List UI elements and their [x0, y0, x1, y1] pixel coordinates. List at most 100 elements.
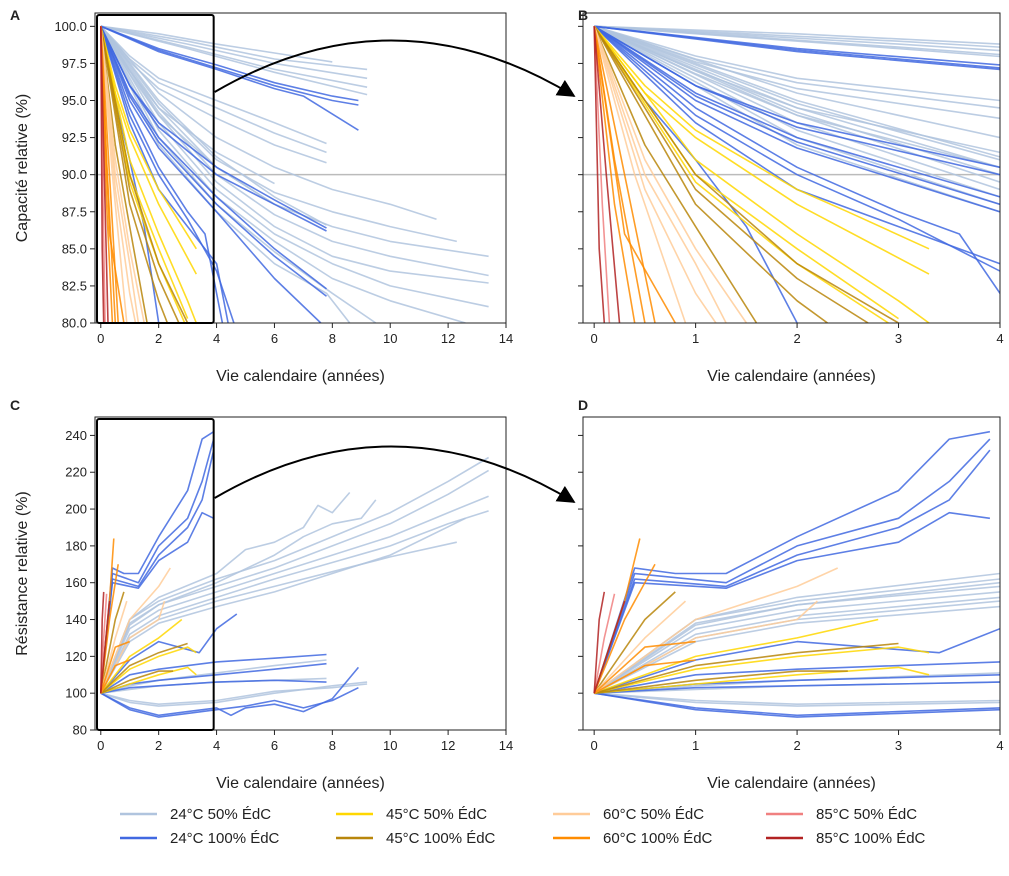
x-axis-label: Vie calendaire (années): [216, 775, 385, 792]
series-line: [100, 26, 169, 323]
series-line: [594, 646, 930, 694]
legend-label: 24°C 100% ÉdC: [170, 830, 280, 847]
series-line: [100, 25, 327, 297]
series-line: [100, 517, 466, 694]
series-line: [593, 511, 991, 694]
zoom-arrow: [214, 39, 576, 97]
series-line: [593, 25, 1000, 161]
series-line: [100, 613, 238, 694]
series-line: [593, 591, 606, 694]
series-line: [593, 438, 991, 694]
series-line: [593, 563, 656, 694]
panel-c: 0 2 4 6 8 10 12 14 80 100 120 140 160 180 200 220 240 Vie…: [14, 416, 576, 792]
series-line: [100, 25, 368, 96]
plot-frame: [94, 12, 507, 324]
y-tick-label: 100: [65, 686, 87, 701]
series-line: [100, 591, 125, 694]
series-line: [593, 25, 1000, 213]
x-tick-label: 8: [329, 738, 336, 753]
series-line: [593, 25, 1000, 213]
series-line: [100, 681, 368, 707]
y-tick-label: 82.5: [62, 278, 87, 293]
panel-a: 0 2 4 6 8 10 12 14 80.0 82.5 85.0 87.5 90.0 92.5 95.0 9…: [14, 12, 576, 385]
y-tick-label: 140: [65, 612, 87, 627]
series-line: [593, 25, 1000, 102]
series-line: [593, 26, 717, 323]
series-line: [593, 26, 687, 323]
series-line: [593, 26, 621, 323]
y-tick-label: 97.5: [62, 56, 87, 71]
series-line: [100, 25, 327, 145]
series-line: [100, 438, 215, 694]
series-line: [594, 692, 1000, 705]
series-line: [594, 666, 930, 694]
legend-item: 24°C 100% ÉdC: [120, 830, 280, 847]
series-line: [100, 653, 327, 694]
series-line: [593, 578, 1000, 694]
series-line: [100, 666, 360, 717]
series-lines: [583, 25, 1000, 323]
series-line: [593, 25, 758, 323]
series-line: [593, 642, 899, 694]
series-line: [593, 591, 1000, 694]
series-line: [594, 661, 1000, 694]
series-line: [100, 499, 377, 694]
y-axis-label: Résistance relative (%): [14, 491, 31, 656]
series-line: [100, 26, 180, 323]
series-line: [100, 26, 105, 323]
legend: 24°C 50% ÉdC 45°C 50% ÉdC 60°C 50% ÉdC 85°C…: [120, 806, 926, 847]
series-line: [594, 672, 1000, 694]
series-line: [593, 600, 687, 694]
legend-item: 45°C 50% ÉdC: [336, 806, 487, 823]
series-line: [593, 25, 889, 323]
series-line: [593, 25, 1000, 295]
series-line: [593, 449, 991, 694]
series-line: [100, 26, 224, 323]
series-line: [593, 640, 696, 694]
series-line: [100, 26, 322, 323]
x-tick-label: 2: [793, 331, 800, 346]
x-tick-label: 12: [441, 331, 455, 346]
series-line: [593, 25, 1000, 139]
x-tick-label: 4: [996, 331, 1003, 346]
x-tick-label: 10: [383, 331, 397, 346]
series-line: [100, 646, 197, 694]
legend-label: 24°C 50% ÉdC: [170, 806, 271, 823]
legend-item: 24°C 50% ÉdC: [120, 806, 271, 823]
series-line: [593, 25, 930, 323]
x-axis-label: Vie calendaire (années): [707, 368, 876, 385]
series-line: [100, 26, 229, 323]
series-line: [593, 591, 676, 694]
series-line: [100, 25, 351, 323]
x-tick-label: 6: [271, 331, 278, 346]
series-lines: [95, 25, 506, 323]
y-tick-label: 95.0: [62, 93, 87, 108]
y-axis-label: Capacité relative (%): [14, 94, 31, 243]
y-tick-label: 90.0: [62, 167, 87, 182]
series-line: [100, 686, 359, 718]
series-line: [594, 692, 1000, 718]
series-line: [100, 26, 128, 323]
series-line: [593, 572, 1000, 694]
series-line: [593, 25, 1000, 183]
series-line: [594, 25, 1000, 52]
series-line: [593, 25, 1000, 176]
x-tick-label: 3: [895, 738, 902, 753]
y-tick-label: 87.5: [62, 204, 87, 219]
series-line: [593, 26, 636, 323]
x-tick-label: 4: [213, 331, 220, 346]
series-line: [594, 25, 1000, 58]
y-tick-label: 120: [65, 649, 87, 664]
series-line: [100, 26, 189, 323]
plot-frame: [94, 416, 507, 731]
x-tick-label: 4: [996, 738, 1003, 753]
x-tick-label: 2: [793, 738, 800, 753]
series-line: [593, 593, 616, 694]
series-line: [593, 600, 626, 694]
x-tick-label: 0: [97, 331, 104, 346]
series-line: [100, 640, 130, 694]
series-line: [100, 25, 327, 226]
zoom-box: [96, 14, 215, 324]
series-line: [593, 25, 1000, 198]
series-line: [100, 26, 198, 323]
